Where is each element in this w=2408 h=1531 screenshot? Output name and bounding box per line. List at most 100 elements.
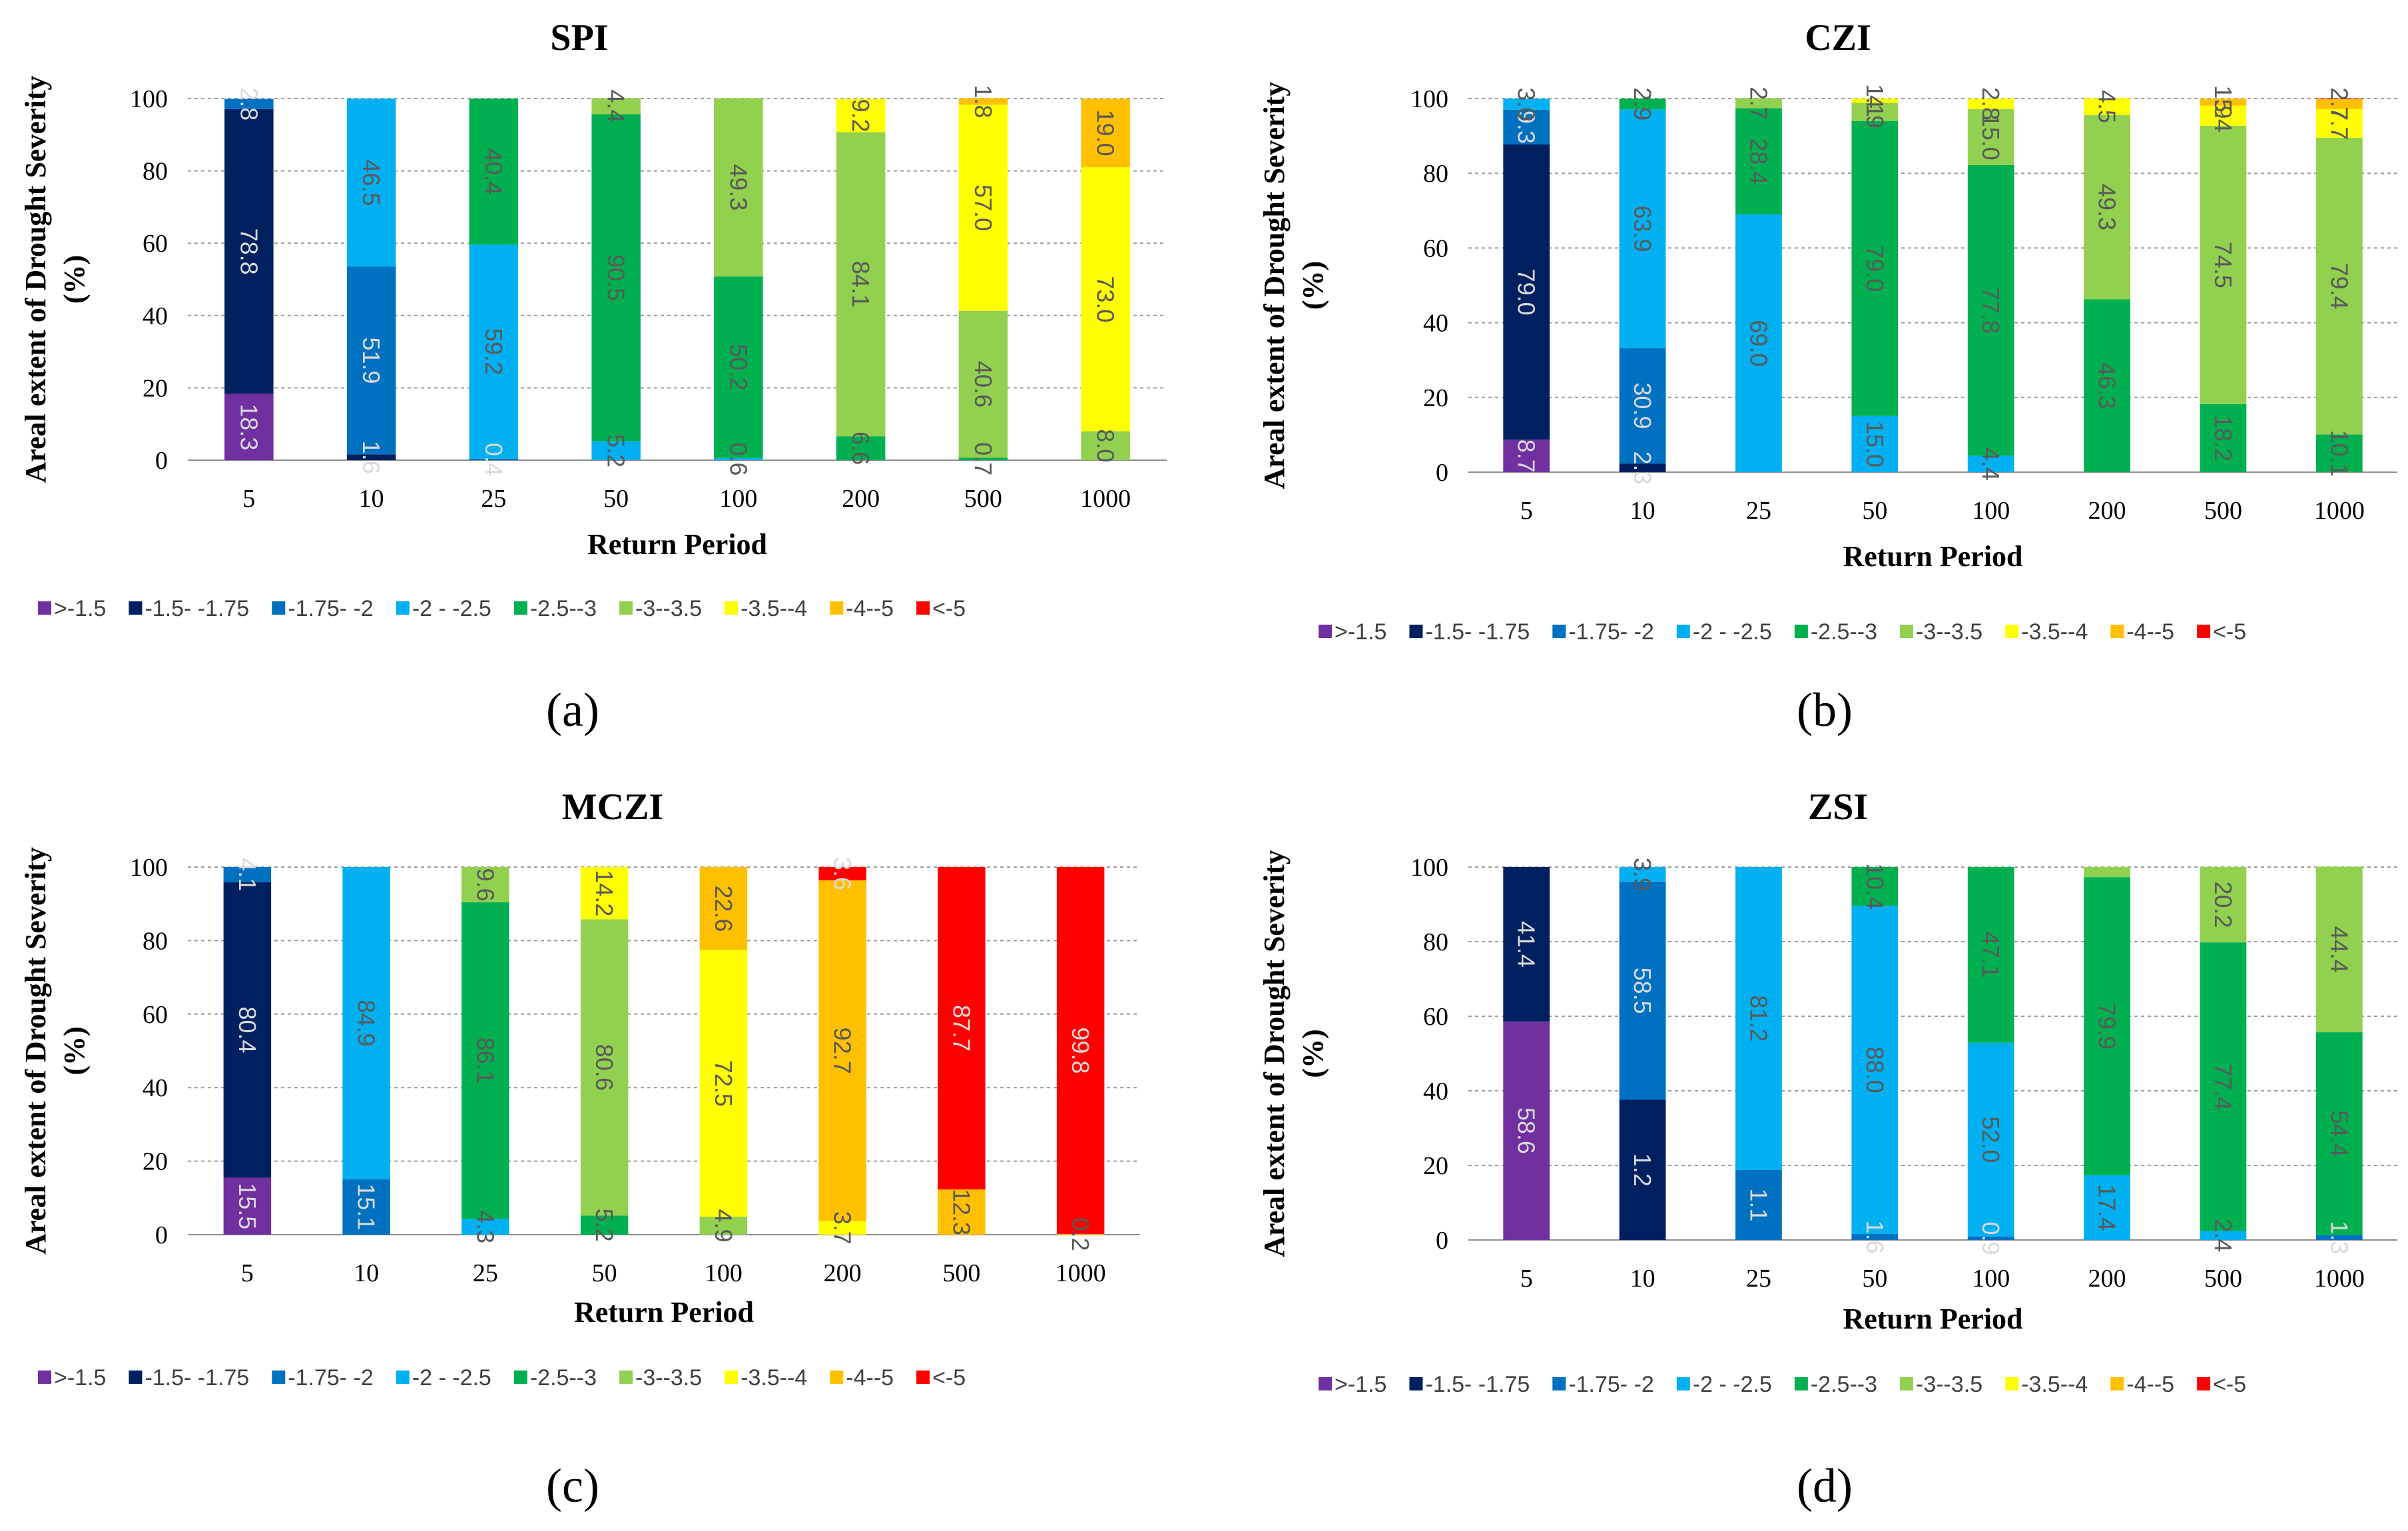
bar-segment (1735, 1169, 1782, 1240)
data-label: 59.2 (480, 328, 507, 375)
legend-swatch (2005, 1377, 2019, 1390)
data-label: 6.6 (847, 432, 874, 465)
x-tick-label: 25 (481, 485, 506, 513)
data-label: 79.0 (1513, 269, 1540, 316)
bar-segment (461, 902, 509, 1219)
legend-label: -2 - -2.5 (1693, 1372, 1772, 1397)
bar-segment (1967, 99, 2014, 109)
x-tick-label: 1000 (2314, 1265, 2365, 1293)
data-label: 74.5 (2210, 242, 2237, 288)
bar-segment (836, 132, 886, 437)
legend-label: -3.5--4 (741, 1365, 807, 1390)
data-label: 10.4 (1861, 863, 1889, 910)
data-label: 80.6 (591, 1044, 618, 1091)
bar-segment (224, 394, 274, 460)
y-tick-label: 80 (143, 158, 168, 186)
data-label: 78.8 (235, 228, 262, 275)
legend-swatch (272, 601, 286, 615)
legend-label: -1.75- -2 (1568, 619, 1654, 645)
chart-title: MCZI (562, 786, 663, 828)
x-tick-label: 10 (359, 485, 384, 513)
caption-c: (c) (546, 1459, 599, 1512)
x-axis-title: Return Period (574, 1296, 754, 1329)
bar-segment (2084, 299, 2130, 472)
bar-segment (580, 1215, 629, 1235)
legend-swatch (1900, 1377, 1913, 1390)
bar-segment (2084, 98, 2130, 115)
y-tick-label: 60 (143, 1001, 168, 1029)
bar-segment (714, 276, 763, 458)
y-axis-title: Areal extent of Drought Severity (%) (19, 76, 91, 483)
bar-segment (1851, 416, 1899, 472)
legend-label: -3--3.5 (635, 596, 702, 621)
data-label: 2.4 (2210, 1219, 2237, 1252)
data-label: 15.0 (1977, 114, 2004, 160)
data-label: 9.2 (847, 99, 874, 132)
legend-swatch (396, 601, 410, 615)
legend-label: -3.5--4 (741, 596, 807, 621)
data-label: 1.6 (1861, 1220, 1889, 1253)
bar-segment (2200, 105, 2247, 126)
legend-label: -2 - -2.5 (412, 596, 491, 621)
y-tick-label: 20 (143, 1148, 168, 1176)
y-tick-label: 40 (143, 1074, 168, 1102)
bar-segment (2315, 1032, 2363, 1235)
data-label: 4.5 (2094, 90, 2121, 123)
legend-swatch (830, 1371, 844, 1384)
data-label: 72.5 (710, 1060, 737, 1107)
bar-segment (1735, 214, 1782, 472)
chart-title: SPI (550, 17, 608, 59)
data-label: 9.3 (1513, 111, 1540, 144)
data-label: 15.1 (353, 1183, 380, 1230)
data-label: 1.9 (2210, 85, 2237, 119)
bar-segment (2315, 1235, 2363, 1240)
bar-segment (1735, 108, 1782, 214)
data-label: 0.9 (1977, 1221, 2004, 1255)
legend-label: -1.5- -1.75 (145, 596, 249, 621)
legend-swatch (916, 1371, 930, 1384)
data-label: 15.5 (234, 1183, 261, 1229)
x-tick-label: 5 (241, 1259, 254, 1287)
legend-label: -1.75- -2 (288, 596, 374, 621)
legend-swatch (1676, 1377, 1690, 1390)
data-label: 5.4 (2210, 99, 2237, 133)
chart-title: ZSI (1808, 786, 1868, 828)
data-label: 1.3 (2325, 1221, 2353, 1254)
bar-segment (1081, 99, 1130, 168)
bar-segment (346, 266, 396, 455)
legend-label: -1.75- -2 (1568, 1372, 1654, 1397)
legend-swatch (1552, 625, 1566, 638)
data-label: 2.7 (1745, 87, 1772, 120)
bar-segment (346, 454, 396, 460)
legend-label: -3--3.5 (1916, 1372, 1982, 1397)
data-label: 50.2 (725, 344, 752, 390)
legend-swatch (725, 601, 739, 615)
bar-segment (1619, 867, 1666, 882)
bar-segment (1503, 145, 1550, 440)
legend-label: -2 - -2.5 (1693, 619, 1772, 645)
data-label: 90.5 (603, 254, 630, 301)
data-label: 1.2 (1629, 1153, 1656, 1187)
legend-swatch (1676, 625, 1690, 638)
legend-label: >-1.5 (1335, 619, 1386, 645)
data-label: 46.5 (358, 159, 385, 206)
x-tick-label: 200 (2088, 1265, 2126, 1293)
bar-segment (1619, 1099, 1666, 1240)
bar-segment (469, 458, 519, 460)
bar-segment (1735, 98, 1782, 109)
legend-swatch (619, 1371, 633, 1384)
bar-segment (342, 867, 390, 1179)
bar-segment (1967, 867, 2014, 1043)
bar-segment (1851, 906, 1899, 1235)
y-tick-label: 80 (1423, 928, 1448, 956)
legend-label: <-5 (2213, 619, 2246, 645)
bar-segment (1967, 1042, 2014, 1237)
x-tick-label: 200 (842, 485, 880, 513)
data-label: 15.0 (1861, 421, 1889, 467)
data-label: 3.9 (1629, 858, 1656, 891)
data-label: 2.9 (1629, 87, 1656, 121)
y-tick-label: 40 (143, 302, 168, 330)
data-label: 2.8 (235, 87, 262, 121)
bar-segment (580, 867, 629, 920)
data-label: 86.1 (471, 1038, 499, 1084)
